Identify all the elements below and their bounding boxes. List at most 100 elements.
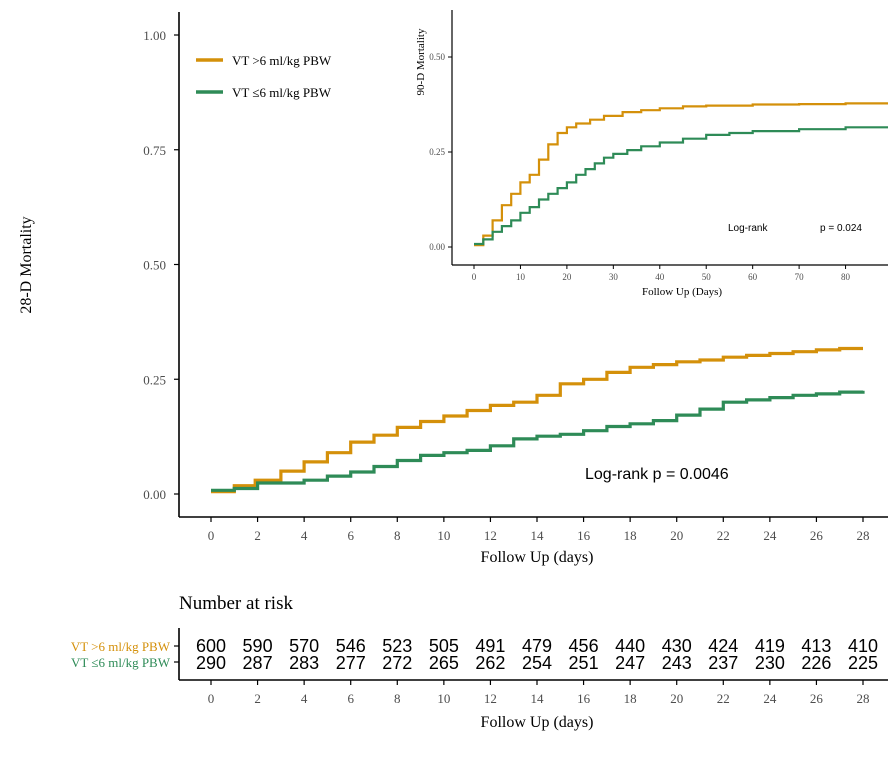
risk-cell: 430 (662, 636, 692, 656)
risk-cell: 419 (755, 636, 785, 656)
risk-cell: 546 (336, 636, 366, 656)
risk-x-ticks: 0 2 4 6 8 10 12 14 16 18 20 22 24 26 28 (208, 680, 870, 706)
legend: VT >6 ml/kg PBW VT ≤6 ml/kg PBW (196, 53, 332, 100)
risk-cells: 600 590 570 546 523 505 491 479 456 440 430 424 419 4… (196, 636, 878, 673)
risk-cell: 456 (569, 636, 599, 656)
risk-cell: 505 (429, 636, 459, 656)
main-x-tick-label: 0 (208, 528, 215, 543)
risk-cell: 247 (615, 653, 645, 673)
legend-label-high: VT >6 ml/kg PBW (232, 53, 332, 68)
risk-cell: 230 (755, 653, 785, 673)
inset-logrank-label: Log-rank (728, 223, 768, 234)
main-x-tick-label: 10 (437, 528, 450, 543)
risk-x-tick-label: 2 (254, 691, 261, 706)
main-x-tick-label: 28 (857, 528, 870, 543)
main-logrank-annotation: Log-rank p = 0.0046 (585, 466, 729, 483)
risk-x-tick-label: 18 (624, 691, 637, 706)
inset-x-tick-label: 30 (609, 272, 619, 282)
main-series-line-1 (211, 390, 865, 492)
inset-x-tick-label: 0 (472, 272, 477, 282)
risk-cell: 287 (243, 653, 273, 673)
main-x-tick-label: 22 (717, 528, 730, 543)
risk-x-tick-label: 16 (577, 691, 591, 706)
legend-label-low: VT ≤6 ml/kg PBW (232, 85, 332, 100)
main-y-tick-label: 0.00 (143, 487, 166, 502)
risk-cell: 272 (382, 653, 412, 673)
main-x-axis-title: Follow Up (days) (481, 549, 594, 566)
inset-logrank-value: p = 0.024 (820, 223, 862, 234)
main-x-tick-label: 2 (254, 528, 261, 543)
inset-series-line-1 (474, 126, 888, 246)
inset-x-ticks: 0 10 20 30 40 50 60 70 80 (472, 265, 851, 282)
main-series-lines (211, 346, 865, 494)
main-y-tick-label: 0.75 (143, 143, 166, 158)
inset-y-ticks: 0.00 0.25 0.50 (429, 52, 452, 252)
risk-x-tick-label: 4 (301, 691, 308, 706)
risk-cell: 254 (522, 653, 552, 673)
risk-cell: 590 (243, 636, 273, 656)
risk-x-tick-label: 0 (208, 691, 215, 706)
main-x-tick-label: 20 (670, 528, 683, 543)
main-x-tick-label: 18 (624, 528, 637, 543)
risk-cell: 440 (615, 636, 645, 656)
main-x-tick-label: 14 (531, 528, 545, 543)
inset-x-tick-label: 20 (562, 272, 572, 282)
risk-cell: 523 (382, 636, 412, 656)
risk-x-tick-label: 14 (531, 691, 545, 706)
inset-x-tick-label: 80 (841, 272, 851, 282)
risk-cell: 570 (289, 636, 319, 656)
risk-x-axis-title: Follow Up (days) (481, 714, 594, 731)
risk-cell: 491 (475, 636, 505, 656)
main-y-axis-title: 28-D Mortality (18, 216, 35, 313)
risk-cell: 226 (801, 653, 831, 673)
inset-km-plot: 0.00 0.25 0.50 0 10 20 30 40 50 60 70 80 Follow Up… (400, 10, 888, 300)
risk-x-tick-label: 20 (670, 691, 683, 706)
main-x-tick-label: 24 (763, 528, 777, 543)
inset-y-axis-title: 90-D Mortality (415, 28, 427, 95)
risk-x-tick-label: 22 (717, 691, 730, 706)
risk-row-label-low: VT ≤6 ml/kg PBW (71, 655, 171, 670)
risk-x-tick-label: 10 (437, 691, 450, 706)
risk-x-tick-label: 28 (857, 691, 870, 706)
risk-x-tick-label: 24 (763, 691, 777, 706)
risk-cell: 277 (336, 653, 366, 673)
inset-y-tick-label: 0.50 (429, 52, 445, 62)
risk-cell: 424 (708, 636, 738, 656)
risk-cell: 237 (708, 653, 738, 673)
inset-x-tick-label: 70 (795, 272, 805, 282)
risk-x-tick-label: 26 (810, 691, 824, 706)
risk-cell: 243 (662, 653, 692, 673)
risk-cell: 479 (522, 636, 552, 656)
risk-cell: 225 (848, 653, 878, 673)
risk-cell: 283 (289, 653, 319, 673)
inset-series-lines (474, 102, 888, 247)
risk-cell: 600 (196, 636, 226, 656)
risk-table: Number at risk VT >6 ml/kg PBW VT ≤6 ml/… (71, 593, 888, 731)
main-x-tick-label: 26 (810, 528, 824, 543)
risk-cell: 262 (475, 653, 505, 673)
risk-x-tick-label: 6 (347, 691, 354, 706)
main-x-tick-label: 6 (347, 528, 354, 543)
inset-x-tick-label: 50 (702, 272, 712, 282)
main-x-tick-label: 4 (301, 528, 308, 543)
risk-cell: 290 (196, 653, 226, 673)
inset-background (400, 10, 888, 300)
main-x-ticks: 0 2 4 6 8 10 12 14 16 18 20 22 24 26 28 (208, 517, 870, 543)
risk-x-tick-label: 8 (394, 691, 401, 706)
main-km-plot: 0.000.250.500.751.00 0 2 4 6 8 10 12 14 16 18 20 22… (18, 12, 888, 566)
main-x-tick-label: 16 (577, 528, 591, 543)
main-y-ticks: 0.00 0.25 0.50 0.75 1.00 (143, 28, 179, 502)
main-x-tick-label: 12 (484, 528, 497, 543)
main-y-tick-label: 1.00 (143, 28, 166, 43)
risk-cell: 251 (569, 653, 599, 673)
main-series-line-0 (211, 346, 863, 494)
inset-series-line-0 (474, 102, 888, 247)
risk-table-title: Number at risk (179, 593, 293, 614)
risk-cell: 410 (848, 636, 878, 656)
inset-y-tick-label: 0.25 (429, 147, 445, 157)
main-y-tick-label: 0.25 (143, 372, 166, 387)
inset-y-tick-label: 0.00 (429, 242, 445, 252)
risk-x-tick-label: 12 (484, 691, 497, 706)
main-y-tick-label: 0.50 (143, 258, 166, 273)
